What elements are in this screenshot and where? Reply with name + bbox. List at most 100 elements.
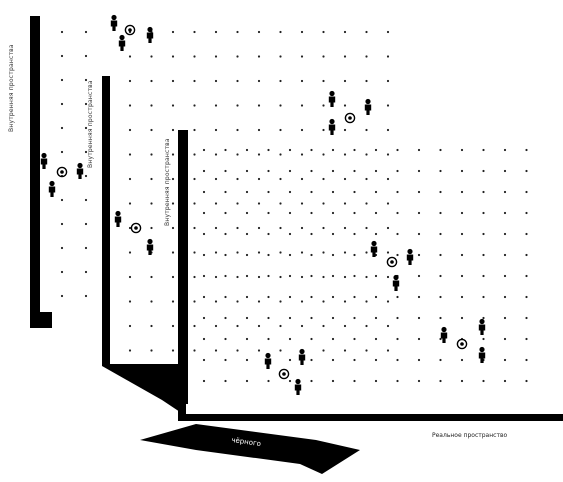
grid-dot <box>310 358 313 362</box>
grid-dot <box>279 300 282 303</box>
grid-dot <box>439 379 442 383</box>
grid-dot <box>245 253 249 257</box>
grid-dot <box>322 30 325 34</box>
grid-dot <box>202 316 206 320</box>
grid-dot <box>171 202 175 205</box>
vertical-axis-bar-2 <box>102 76 186 416</box>
grid-dot <box>193 202 196 205</box>
axis-label-2: Внутренняя пространства <box>87 80 94 168</box>
grid-dot <box>214 300 218 303</box>
grid-dot <box>84 222 88 226</box>
grid-dot <box>322 55 325 58</box>
grid-dot <box>150 275 153 279</box>
grid-dot <box>236 104 239 107</box>
grid-dot <box>386 177 390 181</box>
grid-dot <box>439 148 442 152</box>
grid-dot <box>365 202 368 205</box>
grid-dot <box>365 275 368 279</box>
grid-dot <box>245 148 249 152</box>
grid-dot <box>374 169 378 173</box>
grid-dot <box>245 379 249 383</box>
grid-dot <box>374 190 378 194</box>
grid-dot <box>300 104 304 107</box>
grid-dot <box>482 211 485 215</box>
grid-dot <box>150 153 153 156</box>
grid-dot <box>365 30 368 34</box>
grid-dot <box>460 253 464 257</box>
grid-dot <box>374 148 378 152</box>
grid-dot <box>417 190 421 194</box>
grid-dot <box>257 153 261 156</box>
grid-dot <box>353 274 356 278</box>
grid-dot <box>214 30 218 34</box>
grid-dot <box>267 316 270 320</box>
grid-dot <box>84 174 88 178</box>
grid-dot <box>482 169 485 173</box>
grid-dot <box>150 128 153 132</box>
grid-dot <box>236 30 239 34</box>
grid-dot <box>460 358 464 362</box>
grid-dot <box>300 153 304 156</box>
grid-dot <box>288 190 292 194</box>
grid-dot <box>171 300 175 303</box>
grid-dot <box>257 128 261 132</box>
grid-dot <box>322 153 325 156</box>
grid-dot <box>288 274 292 278</box>
circle-target-icon <box>278 368 290 380</box>
grid-dot <box>322 226 325 230</box>
grid-dot <box>84 126 88 130</box>
grid-dot <box>267 232 270 236</box>
grid-dot <box>365 251 368 254</box>
grid-dot <box>374 295 378 299</box>
grid-dot <box>503 211 507 215</box>
grid-dot <box>374 211 378 215</box>
grid-dot <box>236 128 239 132</box>
grid-dot <box>331 337 335 341</box>
grid-dot <box>331 253 335 257</box>
grid-dot <box>525 358 528 362</box>
grid-dot <box>503 337 507 341</box>
grid-dot <box>224 253 227 257</box>
grid-dot <box>245 232 249 236</box>
grid-dot <box>245 295 249 299</box>
grid-dot <box>460 232 464 236</box>
grid-dot <box>150 300 153 303</box>
grid-dot <box>236 177 239 181</box>
grid-dot <box>396 316 399 320</box>
grid-dot <box>267 337 270 341</box>
grid-dot <box>310 190 313 194</box>
grid-dot <box>331 148 335 152</box>
grid-dot <box>236 275 239 279</box>
grid-dot <box>150 202 153 205</box>
grid-dot <box>322 177 325 181</box>
grid-dot <box>353 211 356 215</box>
grid-dot <box>343 128 347 132</box>
grid-dot <box>193 324 196 328</box>
grid-dot <box>279 275 282 279</box>
grid-dot <box>60 246 64 250</box>
grid-dot <box>150 324 153 328</box>
grid-dot <box>343 251 347 254</box>
grid-dot <box>331 358 335 362</box>
grid-dot <box>267 211 270 215</box>
grid-dot <box>300 226 304 230</box>
grid-dot <box>365 177 368 181</box>
grid-dot <box>503 148 507 152</box>
grid-dot <box>60 150 64 154</box>
grid-dot <box>171 104 175 107</box>
grid-dot <box>374 274 378 278</box>
grid-dot <box>300 79 304 83</box>
grid-dot <box>331 295 335 299</box>
grid-dot <box>267 274 270 278</box>
grid-dot <box>128 226 132 230</box>
grid-dot <box>279 324 282 328</box>
person-icon <box>40 152 48 169</box>
grid-dot <box>214 202 218 205</box>
grid-dot <box>202 232 206 236</box>
grid-dot <box>279 30 282 34</box>
grid-dot <box>482 148 485 152</box>
grid-dot <box>386 79 390 83</box>
grid-dot <box>267 379 270 383</box>
grid-dot <box>439 232 442 236</box>
grid-dot <box>128 153 132 156</box>
